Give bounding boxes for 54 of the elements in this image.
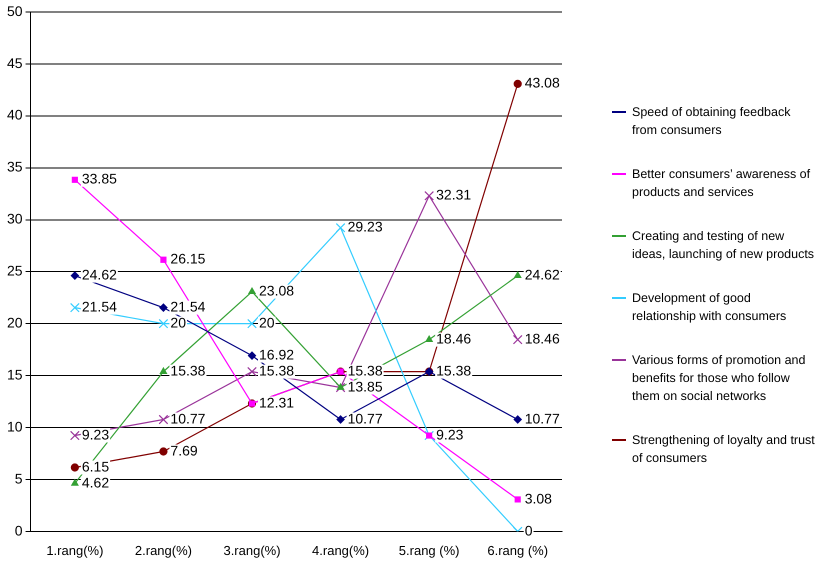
data-label: 18.46 bbox=[436, 330, 472, 346]
data-label: 33.85 bbox=[82, 170, 118, 187]
data-label: 4.62 bbox=[82, 474, 110, 490]
x-tick-label: 2.rang(%) bbox=[134, 542, 192, 558]
y-tick-label: 25 bbox=[6, 262, 23, 279]
legend-label: Better consumers’ awareness of products and services bbox=[632, 166, 812, 200]
data-label: 7.69 bbox=[170, 442, 198, 458]
y-tick-label: 45 bbox=[6, 54, 23, 71]
data-label: 10.77 bbox=[348, 410, 383, 426]
data-label: 23.08 bbox=[259, 282, 294, 299]
data-label: 10.77 bbox=[170, 410, 206, 426]
data-label: 15.38 bbox=[348, 362, 383, 378]
data-label: 12.31 bbox=[259, 394, 294, 410]
y-tick-label: 30 bbox=[6, 210, 23, 227]
data-label: 21.54 bbox=[170, 298, 206, 314]
data-label: 24.62 bbox=[82, 266, 118, 283]
y-tick-label: 10 bbox=[6, 418, 23, 434]
x-tick-label: 3.rang(%) bbox=[223, 542, 281, 558]
legend-label: Speed of obtaining feedback from consumers bbox=[632, 104, 792, 138]
data-label: 15.38 bbox=[170, 362, 206, 378]
y-tick-label: 40 bbox=[6, 106, 23, 123]
legend-label: Creating and testing of new ideas, launching of new products bbox=[632, 228, 816, 262]
data-label: 24.62 bbox=[524, 266, 560, 283]
y-tick-label: 0 bbox=[14, 522, 23, 538]
y-tick-label: 35 bbox=[6, 158, 23, 175]
y-tick-label: 50 bbox=[6, 2, 23, 19]
data-label: 43.08 bbox=[524, 74, 560, 91]
data-label: 3.08 bbox=[524, 490, 552, 506]
data-label: 9.23 bbox=[82, 426, 110, 442]
y-tick-label: 20 bbox=[6, 314, 23, 330]
data-label: 9.23 bbox=[436, 426, 464, 442]
data-label: 18.46 bbox=[524, 330, 560, 346]
data-label: 20 bbox=[259, 314, 275, 330]
x-tick-label: 1.rang(%) bbox=[46, 542, 104, 558]
legend-label: Development of good relationship with consumers bbox=[632, 290, 788, 324]
data-label: 6.15 bbox=[82, 458, 110, 474]
x-tick-label: 6.rang (%) bbox=[487, 542, 548, 558]
data-label: 20 bbox=[170, 314, 186, 330]
data-label: 29.23 bbox=[348, 218, 383, 235]
legend-label: Strengthening of loyalty and trust of consumers bbox=[632, 432, 816, 466]
data-label: 10.77 bbox=[524, 410, 560, 426]
y-tick-label: 5 bbox=[14, 470, 23, 486]
data-label: 0 bbox=[524, 522, 533, 538]
legend-label: Various forms of promotion and benefits for those who follow them on social networks bbox=[632, 352, 806, 404]
data-label: 13.85 bbox=[348, 378, 383, 394]
data-label: 26.15 bbox=[170, 250, 206, 267]
y-tick-label: 15 bbox=[6, 366, 23, 382]
data-label: 21.54 bbox=[82, 298, 118, 314]
data-label: 16.92 bbox=[259, 346, 294, 362]
x-tick-label: 4.rang(%) bbox=[312, 542, 370, 558]
data-label: 32.31 bbox=[436, 186, 472, 203]
data-label: 15.38 bbox=[259, 362, 294, 378]
x-tick-label: 5.rang (%) bbox=[398, 542, 460, 558]
data-label: 15.38 bbox=[436, 362, 472, 378]
